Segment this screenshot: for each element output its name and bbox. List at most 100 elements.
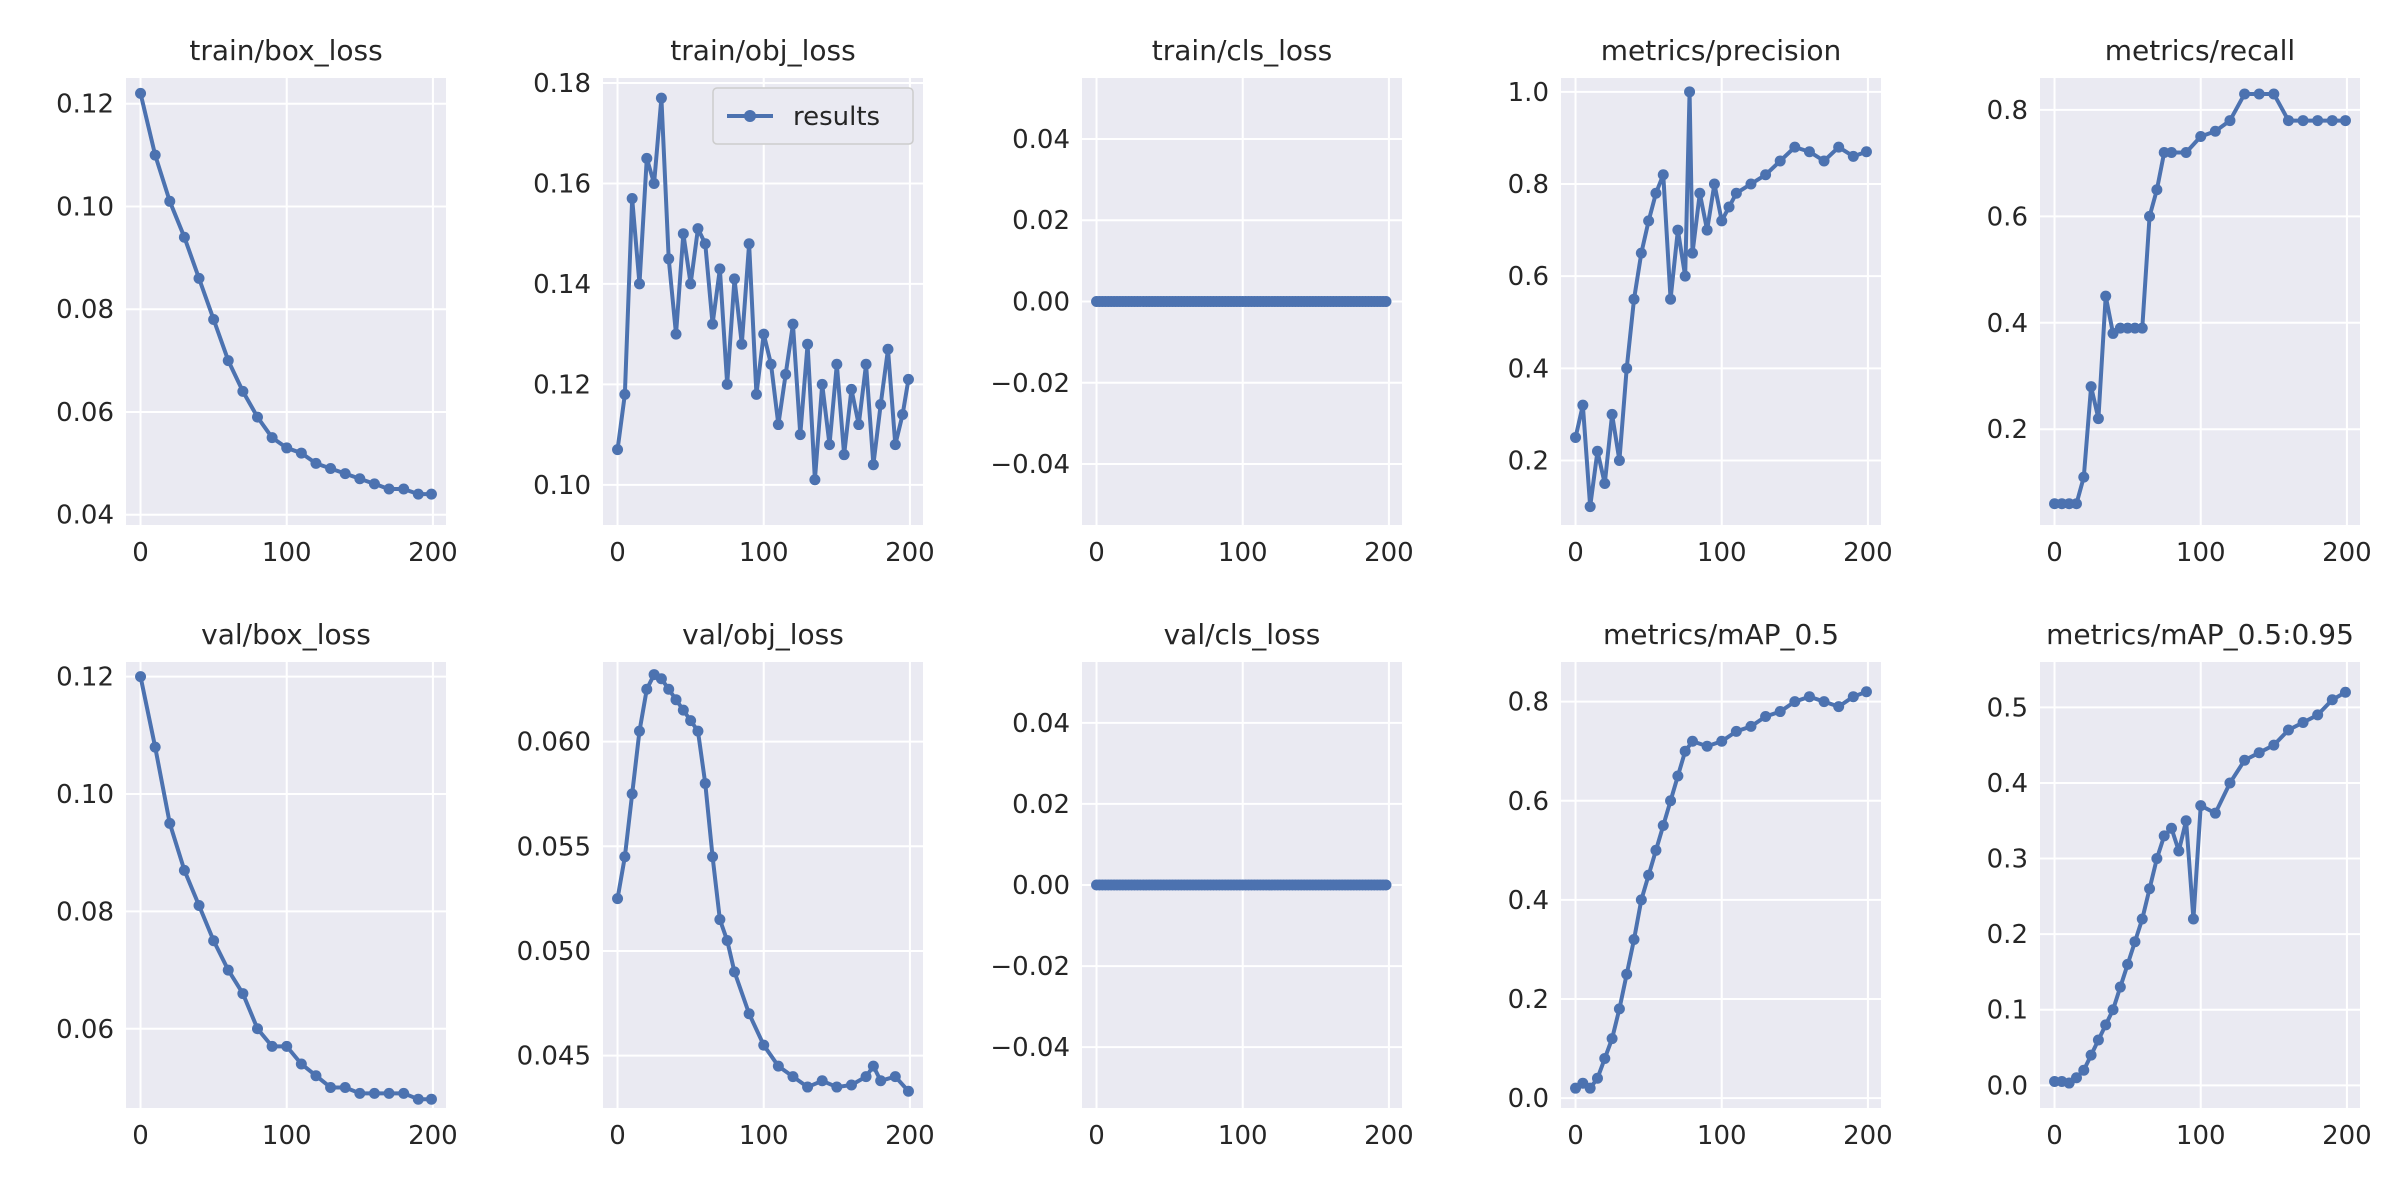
data-point — [1606, 408, 1618, 420]
y-tick-label: 0.2 — [1508, 446, 1549, 476]
data-point — [1789, 696, 1801, 708]
x-tick-label: 200 — [2322, 1121, 2372, 1151]
data-point — [845, 383, 857, 395]
y-tick-label: 0.12 — [56, 90, 114, 120]
data-point — [889, 439, 901, 451]
data-point — [875, 398, 887, 410]
y-tick-label: −0.02 — [990, 369, 1070, 399]
x-tick-label: 200 — [1364, 1121, 1414, 1151]
data-point — [1774, 155, 1786, 167]
data-point — [860, 1071, 872, 1083]
data-point — [2070, 498, 2082, 510]
data-point — [889, 1071, 901, 1083]
data-point — [354, 1087, 366, 1099]
data-point — [2107, 1004, 2119, 1016]
data-point — [2100, 290, 2112, 302]
x-tick-label: 100 — [739, 538, 789, 568]
data-point — [2297, 716, 2309, 728]
data-point — [685, 715, 697, 727]
data-point — [1730, 725, 1742, 737]
data-point — [1774, 706, 1786, 718]
data-point — [677, 704, 689, 716]
y-tick-label: 0.06 — [56, 398, 114, 428]
data-point — [692, 725, 704, 737]
panel-title: metrics/recall — [2105, 34, 2295, 67]
data-point — [2282, 115, 2294, 127]
data-point — [2158, 830, 2170, 842]
y-tick-label: 0.02 — [1012, 206, 1070, 236]
data-point — [1803, 146, 1815, 158]
data-point — [178, 231, 190, 243]
data-point — [758, 328, 770, 340]
data-point — [2224, 115, 2236, 127]
data-point — [1591, 445, 1603, 457]
data-point — [425, 488, 437, 500]
data-point — [2326, 115, 2338, 127]
y-tick-label: 0.6 — [1508, 787, 1549, 817]
data-point — [1621, 968, 1633, 980]
panel-train_box_loss: 0 100 200 0.04 0.06 0.08 0.10 0.12 train/box_los… — [56, 34, 458, 568]
data-point — [1760, 711, 1772, 723]
x-tick-label: 200 — [408, 538, 458, 568]
data-point — [1679, 745, 1691, 757]
data-point — [398, 1087, 410, 1099]
data-point — [2100, 1019, 2112, 1031]
data-point — [2297, 115, 2309, 127]
data-point — [1650, 844, 1662, 856]
x-tick-label: 100 — [1218, 1121, 1268, 1151]
y-tick-label: 0.10 — [56, 780, 114, 810]
data-point — [208, 313, 220, 325]
data-point — [2151, 853, 2163, 865]
data-point — [1833, 141, 1845, 153]
data-point — [425, 1093, 437, 1105]
x-tick-label: 200 — [408, 1121, 458, 1151]
data-point — [2136, 322, 2148, 334]
panel-title: metrics/mAP_0.5 — [1603, 618, 1839, 651]
data-point — [619, 388, 631, 400]
data-point — [2209, 807, 2221, 819]
x-tick-label: 200 — [1843, 538, 1893, 568]
data-point — [1591, 1072, 1603, 1084]
data-point — [1380, 879, 1392, 891]
data-point — [2339, 686, 2351, 698]
data-point — [772, 1060, 784, 1072]
data-point — [1723, 201, 1735, 213]
data-point — [707, 851, 719, 863]
panel-title: val/box_loss — [201, 618, 371, 651]
data-point — [1847, 691, 1859, 703]
data-point — [824, 439, 836, 451]
x-tick-label: 0 — [132, 1121, 149, 1151]
data-point — [670, 694, 682, 706]
data-point — [612, 893, 624, 905]
data-point — [325, 462, 337, 474]
data-point — [1745, 178, 1757, 190]
data-point — [193, 272, 205, 284]
data-point — [2136, 913, 2148, 925]
data-point — [2180, 815, 2192, 827]
data-point — [853, 419, 865, 431]
data-point — [2078, 1064, 2090, 1076]
data-point — [412, 1093, 424, 1105]
data-point — [149, 741, 161, 753]
data-point — [266, 432, 278, 444]
y-tick-label: 0.6 — [1987, 202, 2028, 232]
x-tick-label: 100 — [1697, 538, 1747, 568]
data-point — [164, 195, 176, 207]
y-tick-label: 0.2 — [1987, 920, 2028, 950]
data-point — [677, 228, 689, 240]
x-tick-label: 100 — [2176, 1121, 2226, 1151]
data-point — [208, 935, 220, 947]
data-point — [1584, 1082, 1596, 1094]
data-point — [685, 278, 697, 290]
data-point — [728, 273, 740, 285]
data-point — [787, 318, 799, 330]
data-point — [772, 419, 784, 431]
data-point — [2129, 936, 2141, 948]
data-point — [1650, 187, 1662, 199]
data-point — [802, 1081, 814, 1093]
data-point — [1628, 293, 1640, 305]
y-tick-label: 0.2 — [1508, 985, 1549, 1015]
data-point — [1599, 478, 1611, 490]
y-tick-label: 0.00 — [1012, 871, 1070, 901]
data-point — [2173, 845, 2185, 857]
